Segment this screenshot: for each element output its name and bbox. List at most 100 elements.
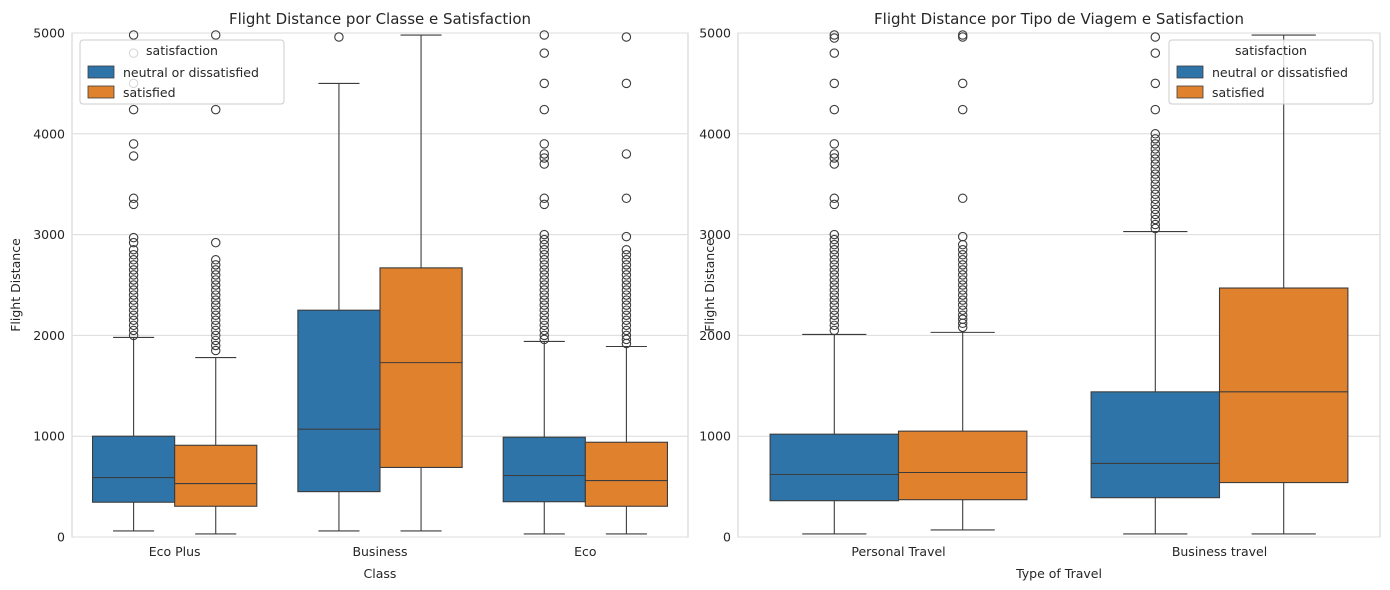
outlier-point <box>621 290 632 300</box>
outlier-point <box>621 305 632 315</box>
outlier-point <box>1150 139 1161 149</box>
box-body <box>91 435 176 503</box>
outlier-point <box>210 320 221 331</box>
outlier-point <box>539 320 550 331</box>
right-x-tick-label: Personal Travel <box>851 544 945 559</box>
outlier-point <box>539 48 550 58</box>
outlier-point <box>829 193 840 204</box>
outlier-point <box>829 234 840 245</box>
outlier-point <box>210 237 221 248</box>
box-body <box>769 433 900 502</box>
outlier-point <box>210 295 221 305</box>
right-y-tick-label: 1000 <box>699 429 731 444</box>
outlier-point <box>539 159 550 169</box>
outlier-point <box>128 285 139 295</box>
outlier-point <box>539 315 550 326</box>
outlier-point <box>957 30 968 40</box>
outlier-point <box>210 270 221 280</box>
outlier-point <box>621 315 632 326</box>
right-y-tick-label: 5000 <box>699 26 731 41</box>
outlier-point <box>1150 223 1161 234</box>
outlier-point <box>621 280 632 290</box>
outlier-point <box>621 231 632 242</box>
outlier-point <box>957 290 968 300</box>
right-y-tick-label: 0 <box>723 530 731 545</box>
outlier-point <box>539 30 550 40</box>
right-box-0-0 <box>769 30 900 535</box>
outlier-point <box>621 325 632 336</box>
outlier-point <box>539 244 550 255</box>
outlier-point <box>539 229 550 240</box>
outlier-point <box>957 270 968 280</box>
outlier-point <box>829 139 840 149</box>
outlier-point <box>829 280 840 290</box>
outlier-point <box>829 78 840 89</box>
outlier-point <box>621 300 632 310</box>
outlier-point <box>128 325 139 336</box>
outlier-point <box>539 325 550 336</box>
outlier-point <box>829 48 840 58</box>
outlier-point <box>829 33 840 43</box>
right-box-0-1 <box>897 30 1028 531</box>
right-x-axis-label: Type of Travel <box>1015 566 1102 581</box>
outlier-point <box>621 330 632 341</box>
outlier-point <box>829 149 840 159</box>
outlier-point <box>128 232 139 243</box>
right-legend-title: satisfaction <box>1235 43 1307 58</box>
outlier-point <box>957 78 968 89</box>
right-legend-label-satisfied: satisfied <box>1212 85 1265 100</box>
outlier-point <box>539 310 550 320</box>
outlier-point <box>210 30 221 40</box>
outlier-point <box>539 104 550 115</box>
left-legend-title: satisfaction <box>146 43 218 58</box>
box-body <box>297 309 381 493</box>
outlier-point <box>957 260 968 270</box>
outlier-point <box>829 265 840 275</box>
outlier-point <box>210 325 221 336</box>
left-boxes <box>91 30 669 535</box>
left-legend: satisfaction neutral or dissatisfied sat… <box>79 39 285 105</box>
outlier-point <box>210 345 221 356</box>
outlier-point <box>957 104 968 115</box>
left-y-tick-label: 3000 <box>33 227 65 242</box>
left-x-tick-label: Eco Plus <box>149 544 201 559</box>
outlier-point <box>128 310 139 320</box>
outlier-point <box>621 310 632 320</box>
outlier-point <box>128 193 139 204</box>
outlier-point <box>1150 48 1161 58</box>
outlier-point <box>1150 154 1161 164</box>
outlier-point <box>957 285 968 295</box>
outlier-point <box>1150 184 1161 194</box>
right-yticks: 0 1000 2000 3000 4000 5000 <box>699 26 731 545</box>
right-box-1-1 <box>1218 34 1349 535</box>
outlier-point <box>1150 164 1161 174</box>
outlier-point <box>128 315 139 326</box>
right-x-tick-label: Business travel <box>1172 544 1267 559</box>
box-body <box>1090 391 1221 499</box>
left-y-axis-label: Flight Distance <box>8 238 23 332</box>
outlier-point <box>128 275 139 285</box>
outlier-point <box>128 290 139 300</box>
outlier-point <box>829 285 840 295</box>
outlier-point <box>539 300 550 310</box>
outlier-point <box>1150 189 1161 200</box>
outlier-point <box>621 334 632 345</box>
outlier-point <box>539 78 550 89</box>
outlier-point <box>210 330 221 341</box>
outlier-point <box>539 193 550 204</box>
outlier-point <box>539 250 550 260</box>
left-y-tick-label: 0 <box>57 530 65 545</box>
outlier-point <box>539 153 550 163</box>
outlier-point <box>210 305 221 315</box>
right-xticks: Personal Travel Business travel <box>851 544 1267 559</box>
outlier-point <box>1150 149 1161 159</box>
outlier-point <box>621 270 632 280</box>
outlier-point <box>1150 78 1161 89</box>
outlier-point <box>128 280 139 290</box>
outlier-point <box>539 295 550 305</box>
outlier-point <box>829 153 840 163</box>
outlier-point <box>210 275 221 285</box>
left-legend-swatch-satisfied <box>87 85 115 99</box>
outlier-point <box>1150 159 1161 169</box>
